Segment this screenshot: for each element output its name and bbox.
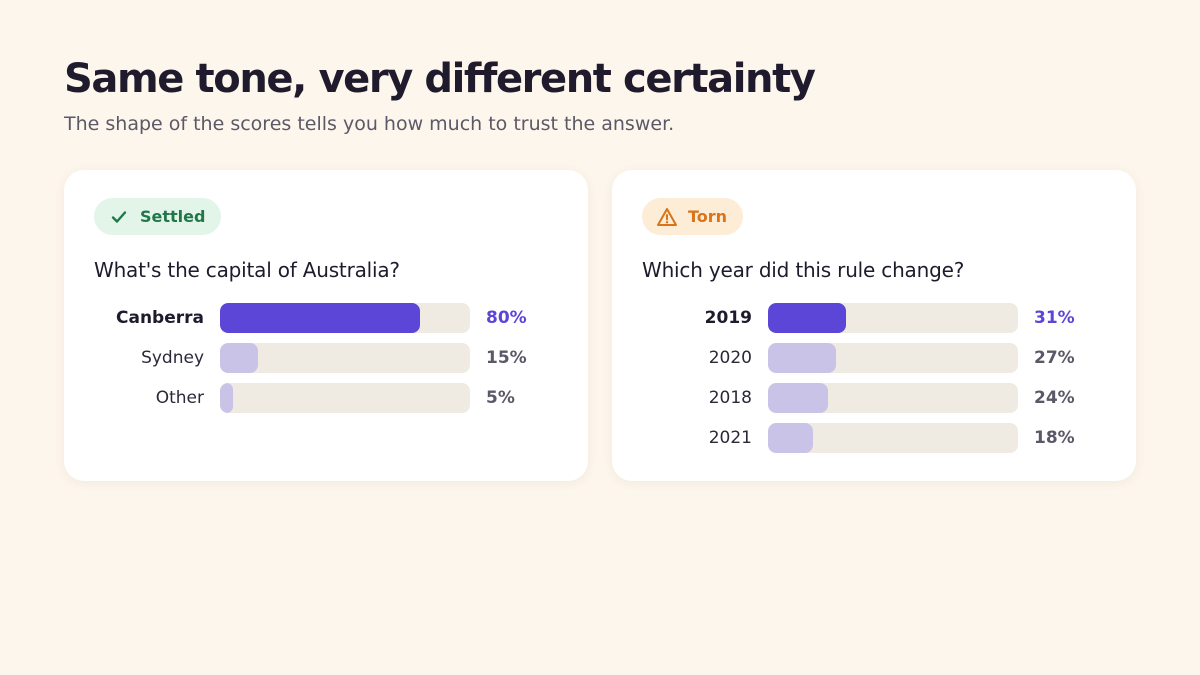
bar-track bbox=[768, 343, 1018, 373]
settled-badge: Settled bbox=[94, 198, 222, 235]
check-icon bbox=[108, 206, 130, 228]
bar-label: Canberra bbox=[116, 308, 204, 328]
bar-value-label: 15% bbox=[486, 348, 527, 368]
bar-fill bbox=[768, 383, 828, 413]
page-title: Same tone, very different certainty bbox=[64, 56, 816, 102]
bar-fill bbox=[768, 343, 836, 373]
bar-track bbox=[220, 303, 470, 333]
bar-track bbox=[220, 343, 470, 373]
bar-label: 2021 bbox=[708, 428, 752, 448]
question-text: Which year did this rule change? bbox=[642, 258, 965, 282]
bar-value-label: 27% bbox=[1034, 348, 1075, 368]
bar-label: Sydney bbox=[141, 348, 204, 368]
bar-row: Canberra 80% bbox=[64, 303, 588, 333]
bar-row: 2020 27% bbox=[612, 343, 1136, 373]
question-text: What's the capital of Australia? bbox=[94, 258, 400, 282]
page-subtitle: The shape of the scores tells you how mu… bbox=[64, 113, 675, 135]
bar-fill bbox=[220, 303, 420, 333]
bar-row: 2018 24% bbox=[612, 383, 1136, 413]
bar-fill bbox=[768, 303, 846, 333]
bar-row: 2021 18% bbox=[612, 423, 1136, 453]
bar-track bbox=[768, 423, 1018, 453]
bar-track bbox=[768, 303, 1018, 333]
bar-track bbox=[220, 383, 470, 413]
torn-badge: Torn bbox=[642, 198, 744, 235]
bar-value-label: 80% bbox=[486, 308, 527, 328]
bar-fill bbox=[220, 343, 258, 373]
bar-label: 2018 bbox=[708, 388, 752, 408]
bar-track bbox=[768, 383, 1018, 413]
settled-card: Settled What's the capital of Australia?… bbox=[64, 170, 588, 481]
bar-fill bbox=[220, 383, 233, 413]
bar-row: Other 5% bbox=[64, 383, 588, 413]
bar-label: Other bbox=[155, 388, 204, 408]
warning-icon bbox=[656, 206, 678, 228]
bar-value-label: 31% bbox=[1034, 308, 1075, 328]
bar-row: 2019 31% bbox=[612, 303, 1136, 333]
bar-label: 2019 bbox=[704, 308, 752, 328]
torn-card: Torn Which year did this rule change? 20… bbox=[612, 170, 1136, 481]
bar-value-label: 24% bbox=[1034, 388, 1075, 408]
bar-value-label: 18% bbox=[1034, 428, 1075, 448]
bar-label: 2020 bbox=[708, 348, 752, 368]
bar-fill bbox=[768, 423, 813, 453]
settled-badge-label: Settled bbox=[140, 207, 206, 226]
bar-value-label: 5% bbox=[486, 388, 515, 408]
torn-badge-label: Torn bbox=[688, 207, 728, 226]
bar-row: Sydney 15% bbox=[64, 343, 588, 373]
